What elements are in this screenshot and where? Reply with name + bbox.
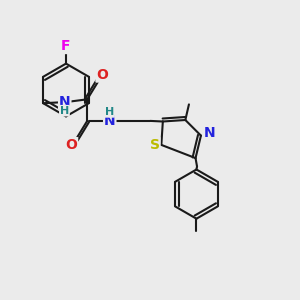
Text: S: S [150,138,160,152]
Text: O: O [96,68,108,82]
Text: O: O [65,138,77,152]
Text: N: N [104,114,116,128]
Text: N: N [59,95,70,109]
Text: N: N [203,126,215,140]
Text: H: H [60,106,69,116]
Text: F: F [61,39,71,53]
Text: H: H [105,107,114,117]
